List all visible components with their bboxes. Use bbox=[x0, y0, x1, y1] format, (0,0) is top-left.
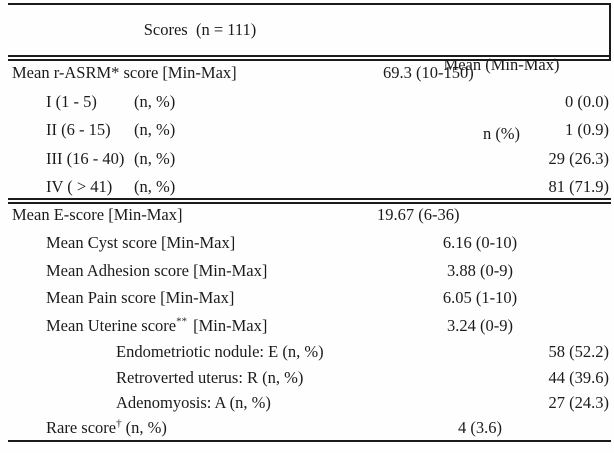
row-label: I (1 - 5) bbox=[46, 92, 97, 111]
table-row-uterine: Mean Uterine score** [Min-Max] 3.24 (0-9) bbox=[0, 312, 614, 339]
row-value: 3.88 (0-9) bbox=[447, 261, 513, 280]
section-double-rule bbox=[8, 198, 611, 200]
row-label: Mean Pain score [Min-Max] bbox=[46, 288, 235, 307]
row-sublabel: (n, %) bbox=[134, 120, 176, 139]
table-row-stage1: I (1 - 5) (n, %) 0 (0.0) bbox=[0, 88, 614, 116]
row-label: Mean Uterine score** [Min-Max] bbox=[46, 312, 267, 339]
row-value: 0 (0.0) bbox=[565, 92, 609, 111]
row-label: Mean E-score [Min-Max] bbox=[12, 205, 183, 224]
row-value: 1 (0.9) bbox=[565, 120, 609, 139]
header-double-rule bbox=[8, 59, 611, 61]
row-label: Mean r-ASRM* score [Min-Max] bbox=[12, 63, 237, 82]
table-row-rare: Rare score† (n, %) 4 (3.6) bbox=[0, 414, 614, 441]
row-value: 3.24 (0-9) bbox=[447, 316, 513, 335]
row-label-post: (n, %) bbox=[125, 418, 167, 437]
row-value: 27 (24.3) bbox=[548, 393, 610, 412]
row-value: 29 (26.3) bbox=[548, 149, 610, 168]
column-header-mean-line2: n (%) bbox=[482, 124, 521, 143]
row-value: 44 (39.6) bbox=[548, 368, 610, 387]
table-row-nodule: Endometriotic nodule: E (n, %) 58 (52.2) bbox=[0, 338, 614, 365]
row-value: 69.3 (10-150) bbox=[383, 63, 474, 82]
bottom-rule bbox=[8, 440, 611, 442]
table-row-cyst: Mean Cyst score [Min-Max] 6.16 (0-10) bbox=[0, 229, 614, 256]
table-row-adenomyosis: Adenomyosis: A (n, %) 27 (24.3) bbox=[0, 389, 614, 416]
top-rule bbox=[8, 3, 611, 5]
table-row-stage3: III (16 - 40) (n, %) 29 (26.3) bbox=[0, 145, 614, 173]
row-value: 81 (71.9) bbox=[548, 177, 610, 196]
table-row-stage2: II (6 - 15) (n, %) 1 (0.9) bbox=[0, 116, 614, 144]
header-double-rule bbox=[8, 55, 611, 57]
row-label: II (6 - 15) bbox=[46, 120, 111, 139]
row-label: Mean Cyst score [Min-Max] bbox=[46, 233, 236, 252]
row-value: 19.67 (6-36) bbox=[377, 205, 460, 224]
row-value: 6.16 (0-10) bbox=[442, 233, 518, 252]
section-double-rule bbox=[8, 202, 611, 204]
row-label-post: [Min-Max] bbox=[193, 316, 268, 335]
row-value: 4 (3.6) bbox=[458, 418, 502, 437]
row-label: III (16 - 40) bbox=[46, 149, 125, 168]
column-header-scores: Scores (n = 111) bbox=[143, 20, 257, 39]
row-label: Adenomyosis: A (n, %) bbox=[116, 393, 271, 412]
row-sublabel: (n, %) bbox=[134, 177, 176, 196]
row-label-text: Rare score bbox=[46, 418, 117, 437]
row-sublabel: (n, %) bbox=[134, 92, 176, 111]
table-row-pain: Mean Pain score [Min-Max] 6.05 (1-10) bbox=[0, 284, 614, 311]
row-label: Rare score† (n, %) bbox=[46, 414, 167, 441]
row-label: Mean Adhesion score [Min-Max] bbox=[46, 261, 268, 280]
table-row-stage4: IV ( > 41) (n, %) 81 (71.9) bbox=[0, 173, 614, 201]
header-right-rule bbox=[609, 3, 611, 61]
row-label: IV ( > 41) bbox=[46, 177, 113, 196]
table-row-rasrm: Mean r-ASRM* score [Min-Max] 69.3 (10-15… bbox=[0, 59, 614, 87]
table-row-adhesion: Mean Adhesion score [Min-Max] 3.88 (0-9) bbox=[0, 257, 614, 284]
row-label: Endometriotic nodule: E (n, %) bbox=[116, 342, 324, 361]
row-sublabel: (n, %) bbox=[134, 149, 176, 168]
table-row-retroverted: Retroverted uterus: R (n, %) 44 (39.6) bbox=[0, 364, 614, 391]
row-label-text: Mean Uterine score bbox=[46, 316, 177, 335]
table-row-escore: Mean E-score [Min-Max] 19.67 (6-36) bbox=[0, 201, 614, 228]
row-value: 6.05 (1-10) bbox=[442, 288, 518, 307]
row-value: 58 (52.2) bbox=[548, 342, 610, 361]
double-asterisk-marker: ** bbox=[176, 315, 188, 328]
dagger-marker: † bbox=[116, 417, 122, 430]
row-label: Retroverted uterus: R (n, %) bbox=[116, 368, 304, 387]
